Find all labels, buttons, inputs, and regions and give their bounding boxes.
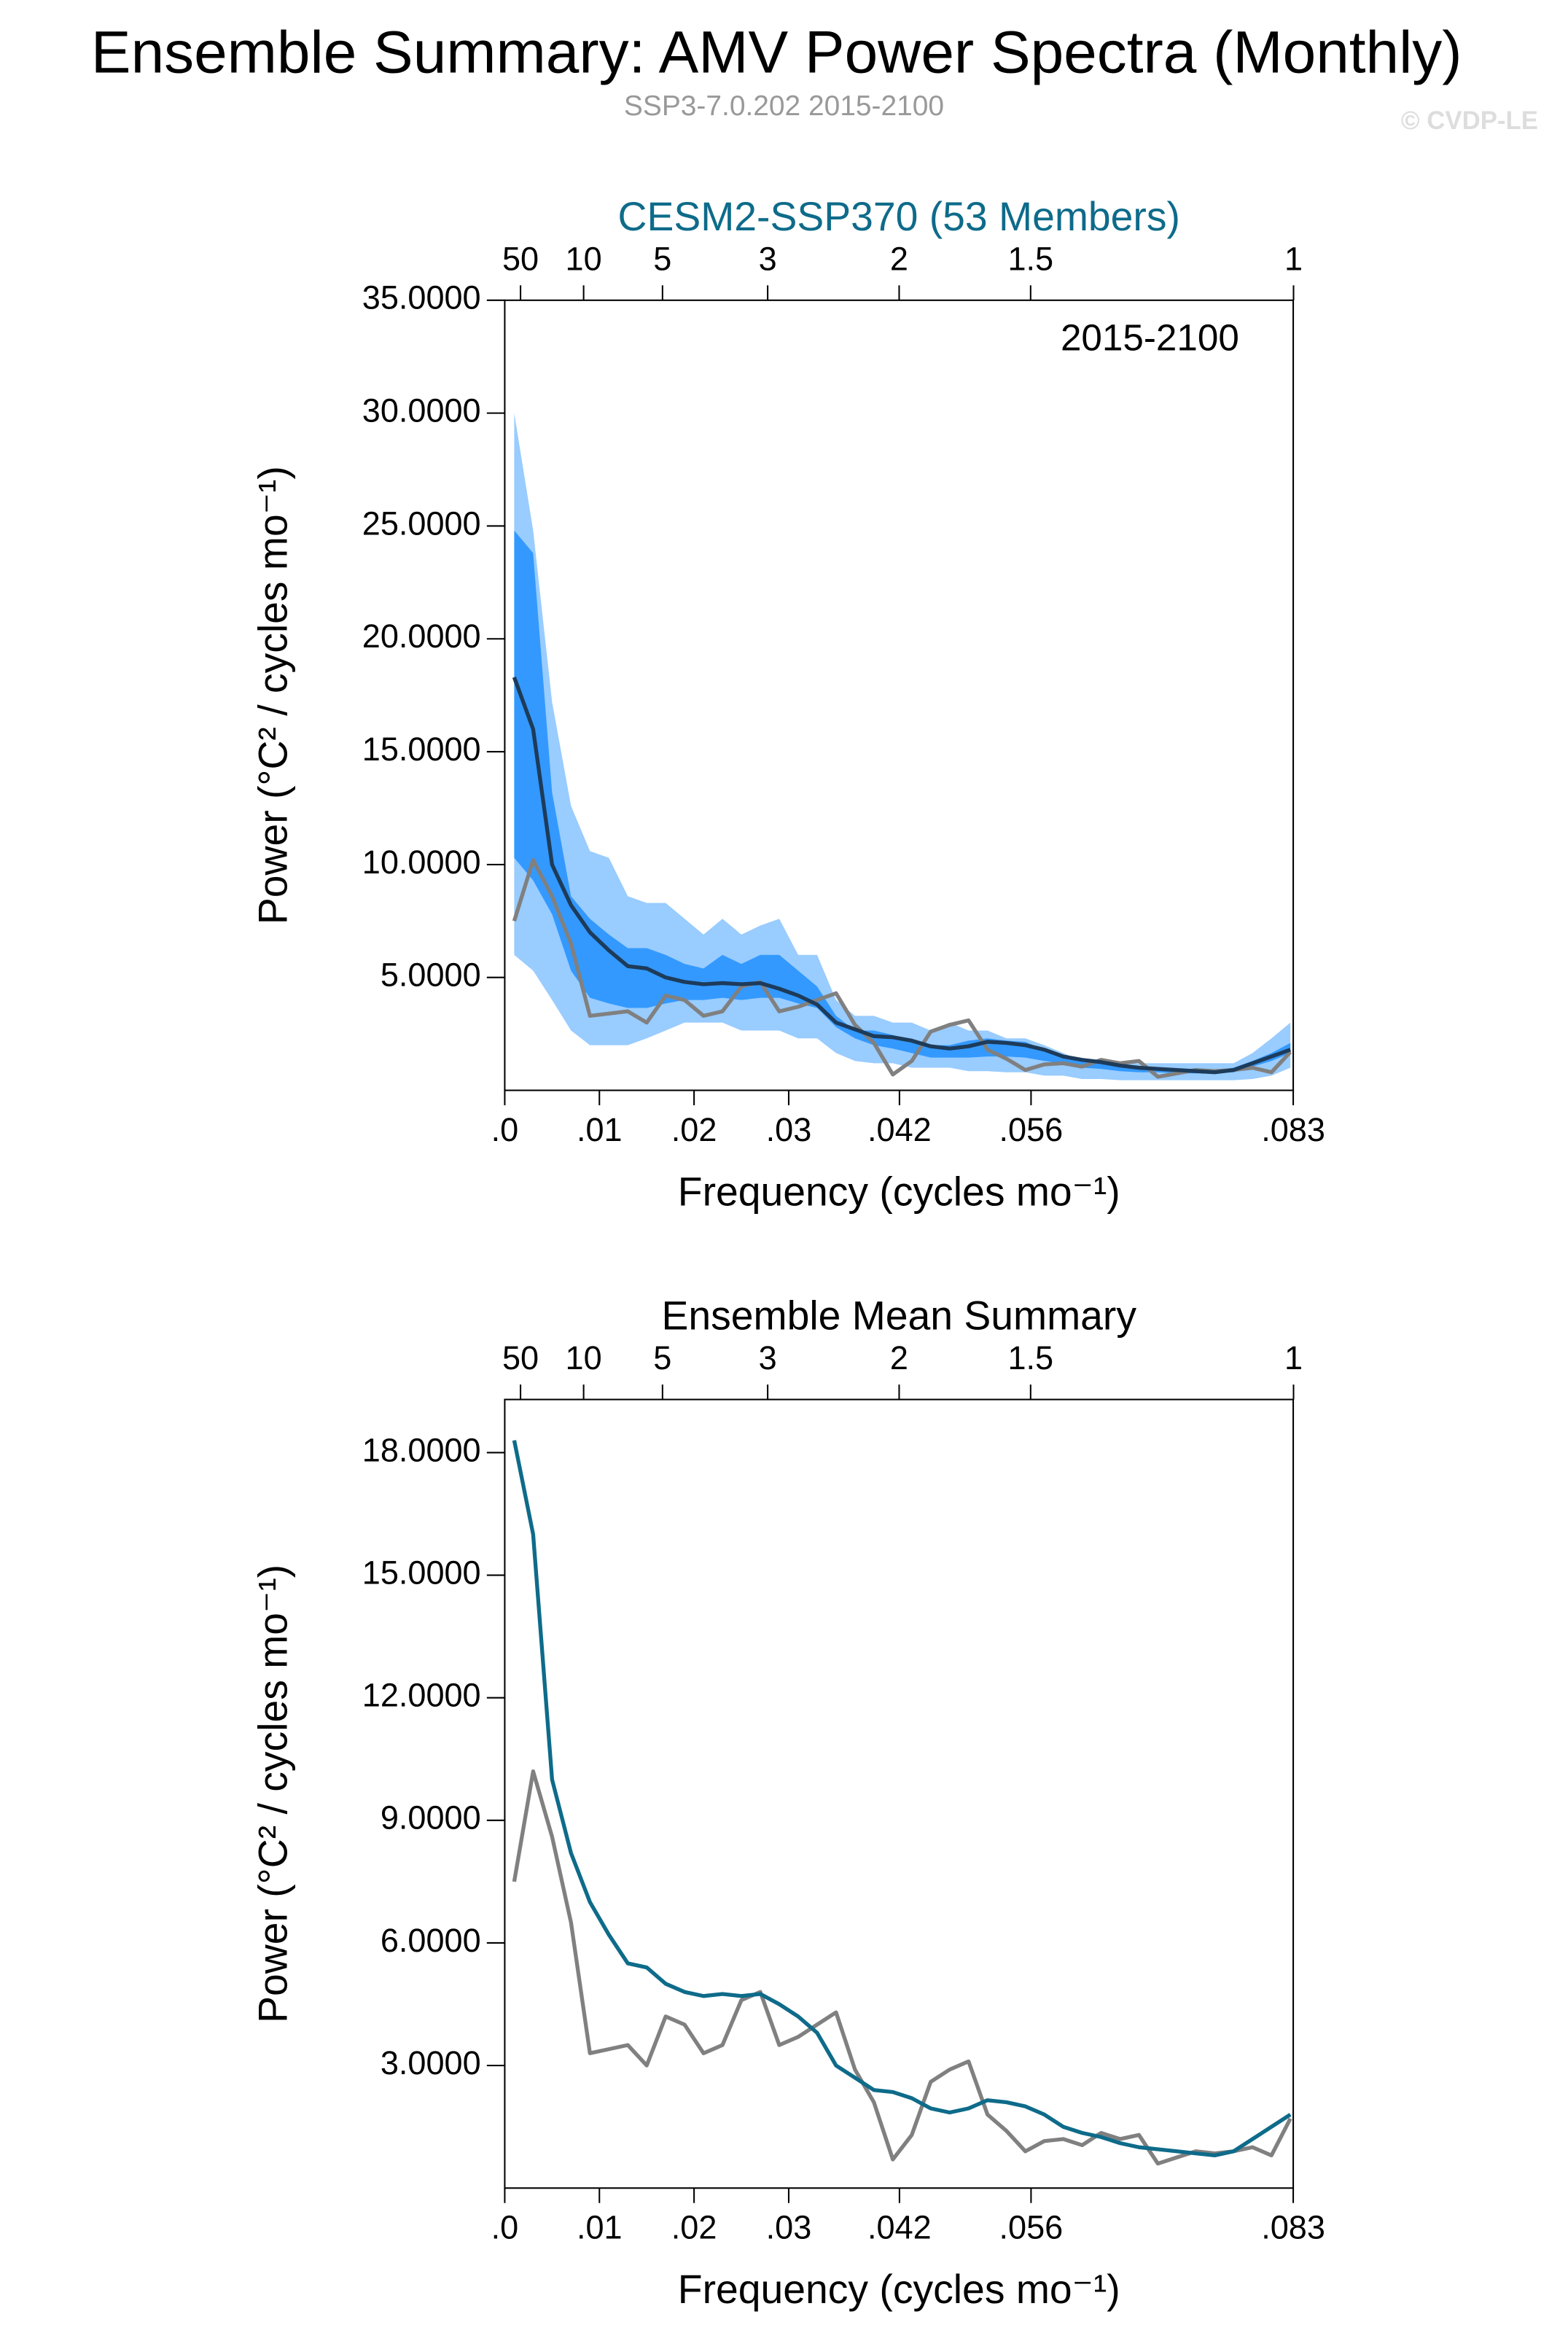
x-tick-label: .042 <box>867 2208 932 2246</box>
y-tick-label: 5.0000 <box>381 957 481 994</box>
chart: 3.0000 6.0000 9.0000 12.0000 15.0000 18.0000.… <box>251 1293 1325 2313</box>
x-tick-label: .056 <box>999 1111 1064 1148</box>
chart-title: Ensemble Mean Summary <box>661 1293 1136 1339</box>
x2-tick-label: 1 <box>1284 1339 1303 1376</box>
annotation: 2015-2100 <box>1061 317 1239 359</box>
y-tick-label: 20.0000 <box>362 618 481 655</box>
x2-tick-label: 5 <box>653 240 671 277</box>
band <box>514 413 1291 1080</box>
x-tick-label: .083 <box>1261 1111 1325 1148</box>
x-tick-label: .042 <box>867 1111 932 1148</box>
x2-tick-label: 3 <box>759 240 777 277</box>
credit: © CVDP-LE <box>1401 106 1538 135</box>
x-tick-label: .03 <box>766 2208 812 2246</box>
x-axis-label: Frequency (cycles mo⁻¹) <box>678 1169 1120 1215</box>
x2-tick-label: 10 <box>566 240 602 277</box>
x2-tick-label: 2 <box>890 240 908 277</box>
x-axis-label: Frequency (cycles mo⁻¹) <box>678 2267 1120 2312</box>
x-tick-label: .056 <box>999 2208 1064 2246</box>
y-tick-label: 25.0000 <box>362 505 481 542</box>
page-title: Ensemble Summary: AMV Power Spectra (Mon… <box>91 20 1462 86</box>
chart: 5.0000 10.0000 15.0000 20.0000 25.0000 30.000… <box>251 194 1325 1215</box>
y-tick-label: 10.0000 <box>362 844 481 881</box>
y-axis-label: Power (°C² / cycles mo⁻¹) <box>251 1565 296 2023</box>
x2-tick-label: 10 <box>566 1339 602 1376</box>
x2-tick-label: 3 <box>759 1339 777 1376</box>
y-tick-label: 30.0000 <box>362 392 481 429</box>
y-tick-label: 18.0000 <box>362 1431 481 1468</box>
x2-tick-label: 2 <box>890 1339 908 1376</box>
line <box>512 1769 1292 2166</box>
subtitle: SSP3-7.0.202 2015-2100 <box>624 90 944 122</box>
x2-tick-label: 5 <box>653 1339 671 1376</box>
chart-title: CESM2-SSP370 (53 Members) <box>618 194 1180 239</box>
x2-tick-label: 1 <box>1284 240 1303 277</box>
line <box>512 858 1292 1079</box>
line <box>512 1440 1292 2158</box>
x2-tick-label: 1.5 <box>1007 240 1053 277</box>
y-tick-label: 12.0000 <box>362 1677 481 1714</box>
x-tick-label: .01 <box>577 2208 623 2246</box>
y-tick-label: 3.0000 <box>381 2044 481 2081</box>
x-tick-label: .0 <box>491 2208 519 2246</box>
y-tick-label: 6.0000 <box>381 1922 481 1959</box>
x-tick-label: .02 <box>671 2208 717 2246</box>
y-tick-label: 15.0000 <box>362 1554 481 1591</box>
y-tick-label: 15.0000 <box>362 731 481 768</box>
y-axis-label: Power (°C² / cycles mo⁻¹) <box>251 466 296 924</box>
x-tick-label: .083 <box>1261 2208 1325 2246</box>
x2-tick-label: 1.5 <box>1007 1339 1053 1376</box>
line <box>512 676 1292 1075</box>
y-tick-label: 9.0000 <box>381 1799 481 1837</box>
x-tick-label: .0 <box>491 1111 519 1148</box>
plot-frame <box>504 1398 1295 2189</box>
x2-tick-label: 50 <box>502 240 539 277</box>
band <box>514 530 1291 1074</box>
x-tick-label: .01 <box>577 1111 623 1148</box>
x2-tick-label: 50 <box>502 1339 539 1376</box>
x-tick-label: .02 <box>671 1111 717 1148</box>
y-tick-label: 35.0000 <box>362 279 481 316</box>
x-tick-label: .03 <box>766 1111 812 1148</box>
